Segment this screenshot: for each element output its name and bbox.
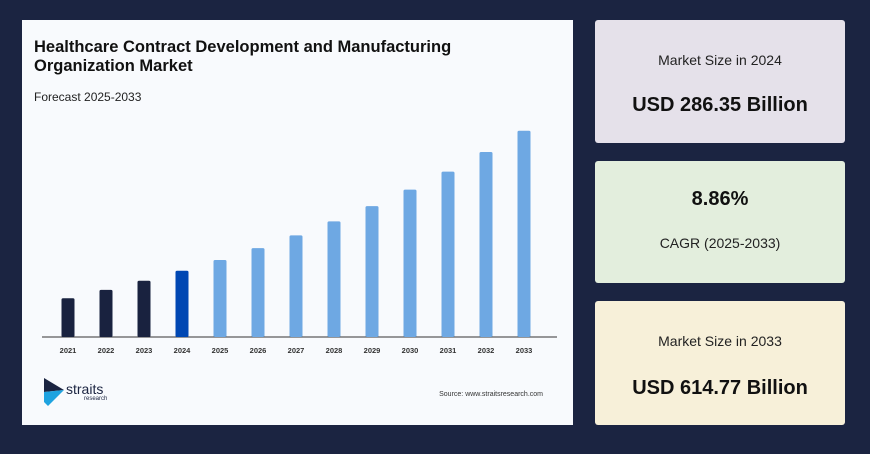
x-tick-label: 2029 [364, 346, 381, 355]
card-label: Market Size in 2024 [658, 52, 782, 68]
logo-sub: research [84, 396, 108, 402]
card-market-size-2033: Market Size in 2033 USD 614.77 Billion [595, 301, 845, 425]
card-value: USD 286.35 Billion [632, 94, 808, 116]
x-tick-label: 2025 [212, 346, 229, 355]
bar-2030 [403, 189, 417, 337]
source-text: Source: www.straitsresearch.com [439, 391, 543, 398]
x-tick-label: 2030 [402, 346, 419, 355]
x-tick-label: 2022 [98, 346, 115, 355]
bar-2026 [251, 248, 265, 337]
bar-2032 [479, 151, 493, 337]
straits-logo: straits research [44, 378, 134, 408]
logo-name: straits [66, 381, 104, 397]
card-label: CAGR (2025-2033) [659, 235, 781, 251]
x-tick-label: 2026 [250, 346, 267, 355]
x-tick-label: 2031 [440, 346, 457, 355]
card-market-size-2024: Market Size in 2024 USD 286.35 Billion [595, 20, 845, 143]
x-tick-label: 2023 [136, 346, 153, 355]
chart-subtitle: Forecast 2025-2033 [34, 90, 142, 104]
bar-2028 [327, 221, 341, 337]
logo-arrow-icon [44, 378, 64, 406]
bar-chart: 2021 2022 2023 2024 2025 2026 2027 2028 2029 2030… [42, 130, 557, 355]
chart-panel: Healthcare Contract Development and Manu… [22, 20, 573, 425]
bar-2023 [137, 280, 151, 337]
x-tick-label: 2027 [288, 346, 305, 355]
x-tick-label: 2028 [326, 346, 343, 355]
bar-2021 [61, 298, 75, 337]
x-tick-label: 2021 [60, 346, 77, 355]
chart-title: Healthcare Contract Development and Manu… [34, 38, 452, 75]
bar-2024 [175, 270, 189, 337]
card-label: Market Size in 2033 [658, 333, 782, 349]
bar-2029 [365, 206, 379, 337]
bar-2031 [441, 171, 455, 337]
bar-2027 [289, 235, 303, 337]
card-value: 8.86% [691, 188, 749, 210]
bar-2025 [213, 259, 227, 337]
card-cagr: 8.86% CAGR (2025-2033) [595, 161, 845, 283]
x-tick-label: 2033 [516, 346, 533, 355]
card-value: USD 614.77 Billion [632, 377, 808, 399]
x-tick-label: 2032 [478, 346, 495, 355]
bar-2022 [99, 289, 113, 337]
bar-2033 [517, 130, 531, 337]
x-tick-label: 2024 [174, 346, 192, 355]
